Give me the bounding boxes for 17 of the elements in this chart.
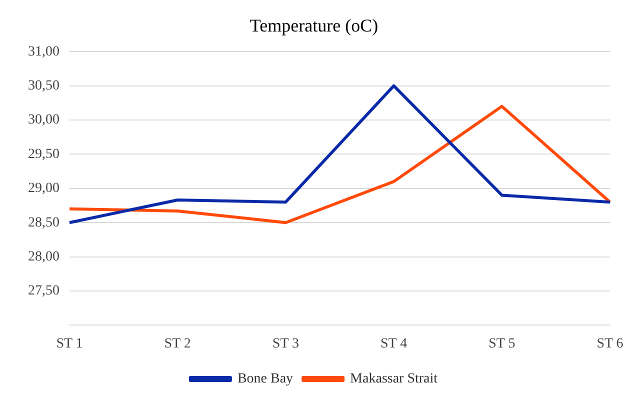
legend-label: Bone Bay — [237, 372, 294, 387]
legend-label: Makassar Strait — [350, 372, 438, 387]
x-tick-label: ST 2 — [164, 336, 191, 352]
y-tick-label: 31,00 — [28, 44, 60, 60]
y-tick-label: 29,00 — [28, 181, 60, 196]
y-tick-label: 30,50 — [28, 78, 60, 94]
y-tick-label: 27,50 — [28, 284, 60, 299]
y-tick-label: 30,00 — [28, 112, 60, 128]
x-tick-label: ST 4 — [380, 336, 408, 352]
y-tick-label: 29,50 — [28, 146, 60, 162]
x-tick-label: ST 5 — [488, 336, 516, 352]
x-tick-label: ST 1 — [56, 336, 83, 352]
x-tick-label: ST 3 — [272, 336, 299, 352]
y-tick-label: 28,00 — [28, 249, 60, 264]
y-tick-label: 28,50 — [28, 215, 60, 230]
x-tick-label: ST 6 — [596, 336, 624, 352]
chart-title: Temperature (oC) — [250, 16, 378, 36]
